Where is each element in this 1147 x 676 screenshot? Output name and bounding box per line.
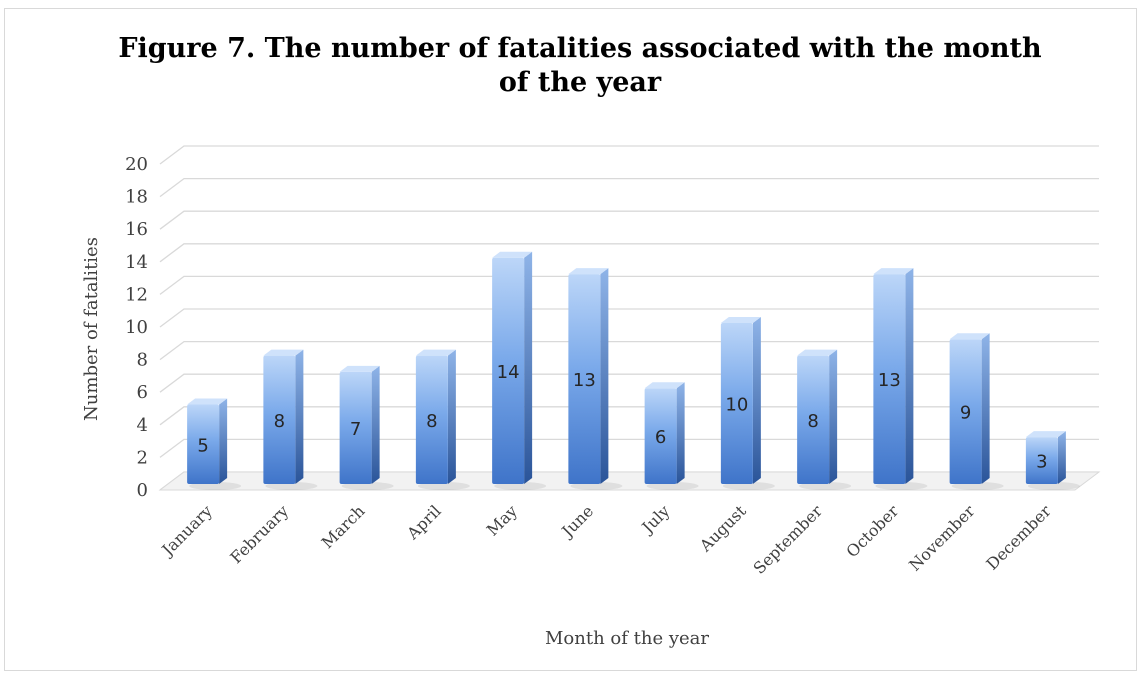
gridline	[159, 373, 1099, 393]
x-axis-title: Month of the year	[545, 628, 709, 649]
x-tick-label: March	[318, 501, 369, 552]
gridline	[159, 177, 1099, 198]
bar-may	[492, 251, 547, 490]
gridline	[159, 145, 1099, 165]
data-label: 14	[497, 362, 520, 383]
x-tick-label: June	[557, 501, 598, 542]
y-tick-label: 2	[137, 447, 148, 468]
data-label: 13	[573, 370, 596, 391]
y-axis-ticks: 0 2 4 6 8 10 12 14 16 18 20	[125, 154, 148, 501]
x-tick-label: January	[157, 501, 216, 560]
gridline	[159, 340, 1099, 361]
data-label: 13	[878, 370, 901, 391]
y-tick-label: 4	[137, 415, 148, 436]
x-tick-label: September	[750, 501, 827, 578]
y-tick-label: 10	[125, 317, 148, 338]
data-label: 8	[274, 411, 285, 432]
y-tick-label: 12	[125, 284, 148, 305]
y-tick-label: 20	[125, 154, 148, 175]
bars: 5 8 7 8 14 13 6 10 8 13 9 3	[187, 251, 1080, 490]
x-tick-label: April	[402, 501, 444, 543]
data-label: 5	[197, 435, 208, 456]
floor-plane	[158, 471, 1101, 491]
data-label: 8	[807, 411, 818, 432]
gridline	[159, 243, 1099, 263]
bar-december	[1025, 431, 1080, 490]
gridline	[159, 275, 1099, 295]
data-label: 10	[725, 395, 748, 416]
y-tick-label: 14	[125, 252, 148, 273]
bar-march	[339, 365, 394, 490]
data-label: 9	[960, 403, 971, 424]
gridline	[159, 438, 1099, 458]
chart-floor	[158, 471, 1101, 491]
x-tick-label: February	[226, 501, 292, 567]
y-tick-label: 18	[125, 187, 148, 208]
y-tick-label: 8	[137, 350, 148, 371]
bar-november	[949, 333, 1004, 490]
bar-september	[797, 349, 852, 490]
chart-title: Figure 7. The number of fatalities assoc…	[118, 33, 1042, 98]
x-tick-label: May	[483, 501, 521, 539]
y-tick-label: 6	[137, 382, 148, 403]
y-tick-label: 0	[137, 480, 148, 501]
x-tick-label: July	[637, 501, 674, 538]
x-axis-labels: January February March April May June July Augu…	[157, 501, 1055, 578]
bar-june	[568, 268, 623, 490]
data-label: 7	[350, 419, 361, 440]
bar-february	[263, 349, 318, 490]
bar-april	[415, 349, 470, 490]
x-tick-label: December	[982, 501, 1055, 574]
data-label: 6	[655, 427, 666, 448]
data-label: 8	[426, 411, 437, 432]
y-tick-label: 16	[125, 219, 148, 240]
data-label: 3	[1036, 452, 1047, 473]
bar-october	[873, 268, 928, 490]
bar-january	[187, 398, 242, 490]
gridline	[159, 406, 1099, 426]
x-tick-label: October	[842, 501, 902, 561]
bar-july	[644, 382, 699, 490]
bar-august	[720, 317, 775, 490]
x-tick-label: November	[905, 501, 979, 575]
x-tick-label: August	[695, 501, 750, 556]
gridline	[159, 210, 1099, 230]
y-axis-title: Number of fatalities	[81, 237, 102, 421]
gridline	[159, 308, 1099, 328]
